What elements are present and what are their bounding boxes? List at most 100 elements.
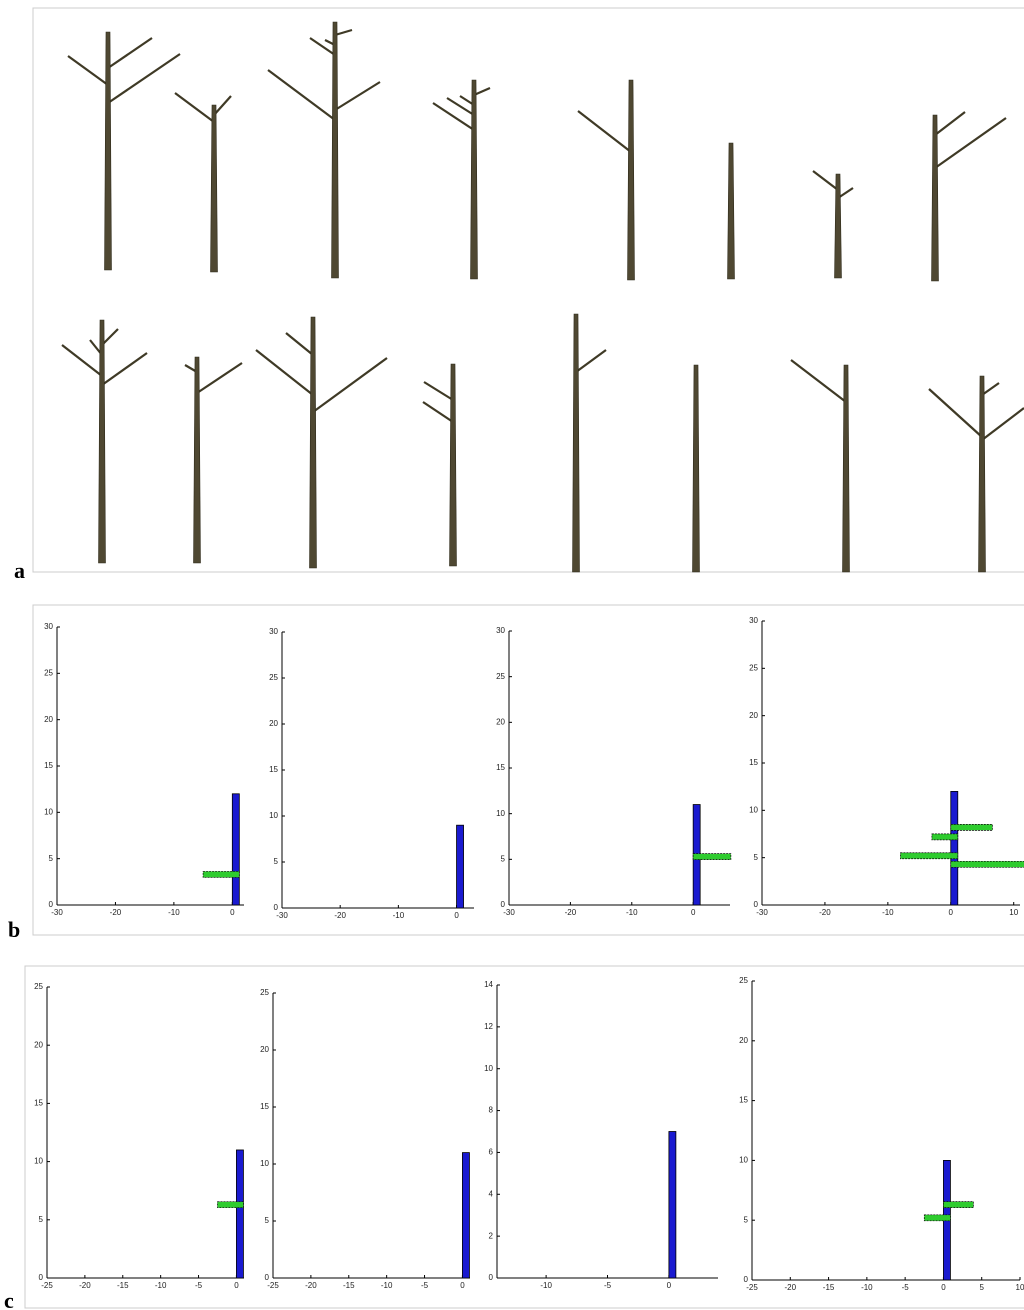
x-tick-label: 0 bbox=[230, 908, 235, 917]
y-tick-label: 10 bbox=[496, 809, 505, 818]
y-tick-label: 10 bbox=[269, 811, 278, 820]
x-tick-label: 0 bbox=[454, 911, 459, 920]
y-tick-label: 25 bbox=[269, 673, 278, 682]
y-tick-label: 0 bbox=[501, 900, 506, 909]
y-tick-label: 15 bbox=[496, 763, 505, 772]
x-tick-label: -5 bbox=[195, 1281, 203, 1290]
tree-trunk bbox=[842, 364, 850, 573]
y-tick-label: 25 bbox=[34, 982, 43, 991]
x-tick-label: -5 bbox=[902, 1283, 910, 1292]
x-tick-label: -15 bbox=[343, 1281, 355, 1290]
x-tick-label: 0 bbox=[691, 908, 696, 917]
branch-bar bbox=[900, 852, 959, 860]
x-tick-label: -10 bbox=[168, 908, 180, 917]
tree-branch bbox=[423, 381, 454, 401]
tree-branch bbox=[928, 388, 983, 438]
y-tick-label: 10 bbox=[44, 807, 53, 816]
trunk-bar bbox=[950, 791, 959, 906]
x-tick-label: -25 bbox=[41, 1281, 53, 1290]
x-tick-label: -30 bbox=[276, 911, 288, 920]
trunk-bar bbox=[668, 1131, 677, 1279]
branch-bar bbox=[950, 824, 993, 831]
tree-branch bbox=[473, 86, 491, 97]
branch-bar bbox=[202, 871, 240, 878]
y-tick-label: 30 bbox=[496, 626, 505, 635]
y-tick-label: 0 bbox=[265, 1273, 270, 1282]
tree-trunk bbox=[98, 319, 106, 564]
tree-branch bbox=[981, 407, 1024, 441]
x-tick-label: -30 bbox=[51, 908, 63, 917]
x-tick-label: -20 bbox=[819, 908, 831, 917]
y-tick-label: 15 bbox=[739, 1096, 748, 1105]
trunk-bar bbox=[236, 1149, 244, 1279]
panel-c-frame bbox=[24, 965, 1024, 1309]
tree-branch bbox=[790, 359, 847, 403]
y-tick-label: 4 bbox=[489, 1189, 494, 1198]
y-tick-label: 5 bbox=[754, 853, 759, 862]
x-tick-label: -25 bbox=[267, 1281, 279, 1290]
trunk-bar bbox=[231, 793, 240, 906]
y-tick-label: 20 bbox=[269, 719, 278, 728]
branch-bar bbox=[923, 1214, 951, 1222]
y-tick-label: 15 bbox=[749, 758, 758, 767]
tree-branch bbox=[101, 352, 148, 386]
y-tick-label: 0 bbox=[489, 1273, 494, 1282]
y-tick-label: 12 bbox=[484, 1022, 493, 1031]
x-tick-label: -10 bbox=[626, 908, 638, 917]
x-tick-label: -10 bbox=[393, 911, 405, 920]
y-tick-label: 25 bbox=[260, 988, 269, 997]
panel-label: c bbox=[4, 1288, 14, 1310]
x-tick-label: -30 bbox=[756, 908, 768, 917]
tree-branch bbox=[285, 332, 314, 356]
y-tick-label: 14 bbox=[484, 980, 493, 989]
trunk-bar bbox=[462, 1152, 470, 1279]
tree-trunk bbox=[727, 142, 735, 280]
x-tick-label: 10 bbox=[1009, 908, 1018, 917]
tree-branch bbox=[174, 92, 215, 123]
tree-trunk bbox=[470, 79, 478, 280]
panel-label: a bbox=[14, 558, 25, 583]
branch-bar bbox=[943, 1201, 974, 1209]
y-tick-label: 0 bbox=[49, 900, 54, 909]
tree-branch bbox=[255, 349, 314, 396]
tree-branch bbox=[107, 53, 181, 104]
y-tick-label: 5 bbox=[49, 854, 54, 863]
y-tick-label: 20 bbox=[260, 1045, 269, 1054]
x-tick-label: 0 bbox=[460, 1281, 465, 1290]
panel-b-frame bbox=[32, 604, 1024, 936]
panel-a-frame bbox=[32, 7, 1024, 573]
y-tick-label: 25 bbox=[749, 663, 758, 672]
x-tick-label: -10 bbox=[861, 1283, 873, 1292]
tree-trunk bbox=[193, 356, 201, 564]
y-tick-label: 20 bbox=[739, 1036, 748, 1045]
y-tick-label: 0 bbox=[754, 900, 759, 909]
tree-trunk bbox=[309, 316, 317, 569]
y-tick-label: 5 bbox=[39, 1215, 44, 1224]
tree-branch bbox=[334, 28, 353, 37]
x-tick-label: -20 bbox=[110, 908, 122, 917]
tree-branch bbox=[934, 111, 966, 136]
y-tick-label: 5 bbox=[265, 1216, 270, 1225]
y-tick-label: 0 bbox=[39, 1273, 44, 1282]
tree-trunk bbox=[210, 104, 218, 273]
tree-trunk bbox=[449, 363, 457, 567]
tree-branch bbox=[213, 95, 232, 116]
x-tick-label: -15 bbox=[823, 1283, 835, 1292]
x-tick-label: -30 bbox=[503, 908, 515, 917]
y-tick-label: 10 bbox=[739, 1156, 748, 1165]
y-tick-label: 5 bbox=[744, 1215, 749, 1224]
y-tick-label: 30 bbox=[44, 622, 53, 631]
tree-branch bbox=[334, 81, 381, 111]
branch-bar bbox=[692, 853, 732, 860]
tree-branch bbox=[981, 382, 1000, 396]
tree-trunk bbox=[692, 364, 700, 573]
x-tick-label: 10 bbox=[1016, 1283, 1024, 1292]
y-tick-label: 15 bbox=[34, 1099, 43, 1108]
x-tick-label: -20 bbox=[79, 1281, 91, 1290]
y-tick-label: 15 bbox=[269, 765, 278, 774]
y-tick-label: 30 bbox=[749, 616, 758, 625]
y-tick-label: 15 bbox=[260, 1102, 269, 1111]
y-tick-label: 20 bbox=[44, 715, 53, 724]
x-tick-label: -25 bbox=[746, 1283, 758, 1292]
trunk-bar bbox=[456, 824, 464, 909]
